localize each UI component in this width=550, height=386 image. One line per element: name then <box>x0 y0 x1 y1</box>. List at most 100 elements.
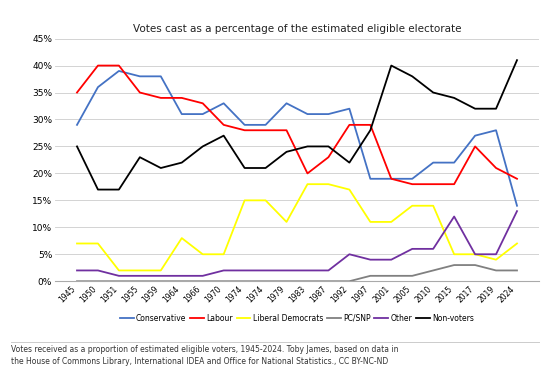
PC/SNP <box>283 279 290 284</box>
PC/SNP <box>157 279 164 284</box>
Liberal Democrats <box>136 268 143 273</box>
Liberal Democrats <box>262 198 269 203</box>
Other <box>388 257 394 262</box>
Labour <box>451 182 458 186</box>
Conservative <box>388 176 394 181</box>
Non-voters <box>451 96 458 100</box>
PC/SNP <box>304 279 311 284</box>
PC/SNP <box>430 268 437 273</box>
Non-voters <box>430 90 437 95</box>
Liberal Democrats <box>430 203 437 208</box>
Other <box>472 252 478 257</box>
Labour <box>241 128 248 132</box>
PC/SNP <box>493 268 499 273</box>
Conservative <box>157 74 164 79</box>
Conservative <box>451 160 458 165</box>
Liberal Democrats <box>221 252 227 257</box>
Liberal Democrats <box>451 252 458 257</box>
Conservative <box>221 101 227 106</box>
PC/SNP <box>241 279 248 284</box>
Non-voters <box>514 58 520 63</box>
Conservative <box>116 69 122 73</box>
Labour <box>514 176 520 181</box>
Liberal Democrats <box>325 182 332 186</box>
Conservative <box>241 122 248 127</box>
Liberal Democrats <box>409 203 416 208</box>
Non-voters <box>262 166 269 170</box>
Conservative <box>325 112 332 117</box>
Conservative <box>262 122 269 127</box>
PC/SNP <box>409 274 416 278</box>
Non-voters <box>388 63 394 68</box>
Non-voters <box>221 133 227 138</box>
Non-voters <box>74 144 80 149</box>
Labour <box>157 96 164 100</box>
Labour <box>346 122 353 127</box>
Non-voters <box>178 160 185 165</box>
Other <box>95 268 101 273</box>
Labour <box>430 182 437 186</box>
PC/SNP <box>74 279 80 284</box>
Conservative <box>136 74 143 79</box>
PC/SNP <box>178 279 185 284</box>
Conservative <box>200 112 206 117</box>
Other <box>451 214 458 219</box>
PC/SNP <box>200 279 206 284</box>
Liberal Democrats <box>283 220 290 224</box>
Other <box>304 268 311 273</box>
Line: Other: Other <box>77 211 517 276</box>
Liberal Democrats <box>241 198 248 203</box>
Labour <box>178 96 185 100</box>
Liberal Democrats <box>388 220 394 224</box>
Non-voters <box>95 187 101 192</box>
Non-voters <box>200 144 206 149</box>
Labour <box>95 63 101 68</box>
Labour <box>409 182 416 186</box>
Conservative <box>409 176 416 181</box>
Liberal Democrats <box>514 241 520 246</box>
Line: Conservative: Conservative <box>77 71 517 206</box>
Non-voters <box>493 107 499 111</box>
Labour <box>367 122 373 127</box>
Other <box>157 274 164 278</box>
Legend: Conservative, Labour, Liberal Democrats, PC/SNP, Other, Non-voters: Conservative, Labour, Liberal Democrats,… <box>120 314 474 323</box>
Line: Liberal Democrats: Liberal Democrats <box>77 184 517 271</box>
PC/SNP <box>472 263 478 267</box>
Other <box>430 247 437 251</box>
Conservative <box>514 203 520 208</box>
PC/SNP <box>262 279 269 284</box>
Other <box>283 268 290 273</box>
Labour <box>304 171 311 176</box>
Non-voters <box>409 74 416 79</box>
Non-voters <box>346 160 353 165</box>
Other <box>493 252 499 257</box>
Conservative <box>74 122 80 127</box>
Conservative <box>472 133 478 138</box>
Labour <box>472 144 478 149</box>
Liberal Democrats <box>367 220 373 224</box>
PC/SNP <box>116 279 122 284</box>
Non-voters <box>283 149 290 154</box>
Conservative <box>493 128 499 132</box>
Non-voters <box>116 187 122 192</box>
Conservative <box>430 160 437 165</box>
PC/SNP <box>514 268 520 273</box>
Liberal Democrats <box>493 257 499 262</box>
Liberal Democrats <box>178 236 185 240</box>
Other <box>178 274 185 278</box>
Title: Votes cast as a percentage of the estimated eligible electorate: Votes cast as a percentage of the estima… <box>133 24 461 34</box>
PC/SNP <box>95 279 101 284</box>
Non-voters <box>472 107 478 111</box>
PC/SNP <box>221 279 227 284</box>
Line: Labour: Labour <box>77 66 517 184</box>
Line: PC/SNP: PC/SNP <box>77 265 517 281</box>
Other <box>200 274 206 278</box>
Labour <box>200 101 206 106</box>
Labour <box>388 176 394 181</box>
PC/SNP <box>451 263 458 267</box>
Labour <box>325 155 332 159</box>
Text: Votes received as a proportion of estimated eligible voters, 1945-2024. Toby Jam: Votes received as a proportion of estima… <box>11 345 399 366</box>
Non-voters <box>325 144 332 149</box>
PC/SNP <box>325 279 332 284</box>
Liberal Democrats <box>157 268 164 273</box>
